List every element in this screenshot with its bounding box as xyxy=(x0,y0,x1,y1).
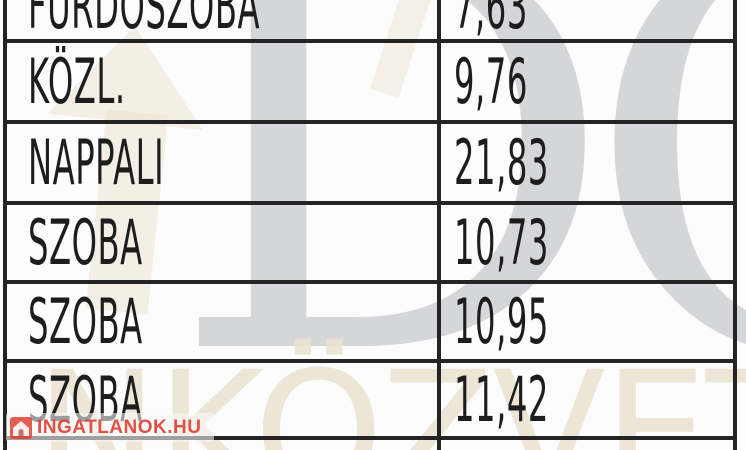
room-name-cell: KÖZL. xyxy=(28,44,126,118)
room-area-cell: 10,73 xyxy=(454,205,549,279)
room-area-cell: 11,42 xyxy=(454,362,549,436)
table-row: KÖZL. 9,76 xyxy=(4,43,737,124)
table-row: SZOBA 11,42 xyxy=(4,363,737,440)
room-name-cell: FÜRDŐSZOBA xyxy=(28,0,261,44)
table-row: NAPPALI 21,83 xyxy=(4,124,737,205)
table-row: SZOBA 10,95 xyxy=(4,284,737,363)
room-area-cell: 21,83 xyxy=(454,125,549,199)
room-name-cell: NAPPALI xyxy=(28,125,165,199)
logo-text: INGATLANOK.HU xyxy=(37,416,202,438)
room-name-cell: SZOBA xyxy=(28,205,143,279)
room-name-cell: SZOBA xyxy=(28,284,143,358)
table-right-border xyxy=(733,0,737,450)
ingatlanok-hu-logo: INGATLANOK.HU xyxy=(6,413,214,442)
table-left-border xyxy=(3,0,7,450)
table-row: SZOBA 10,73 xyxy=(4,205,737,284)
table-row: FÜRDŐSZOBA 7,63 xyxy=(4,0,737,43)
room-area-cell: 7,63 xyxy=(454,0,528,44)
room-area-cell: 9,76 xyxy=(454,44,528,118)
room-area-cell: 10,95 xyxy=(454,284,549,358)
table-column-divider xyxy=(437,0,441,450)
house-icon xyxy=(10,416,32,439)
